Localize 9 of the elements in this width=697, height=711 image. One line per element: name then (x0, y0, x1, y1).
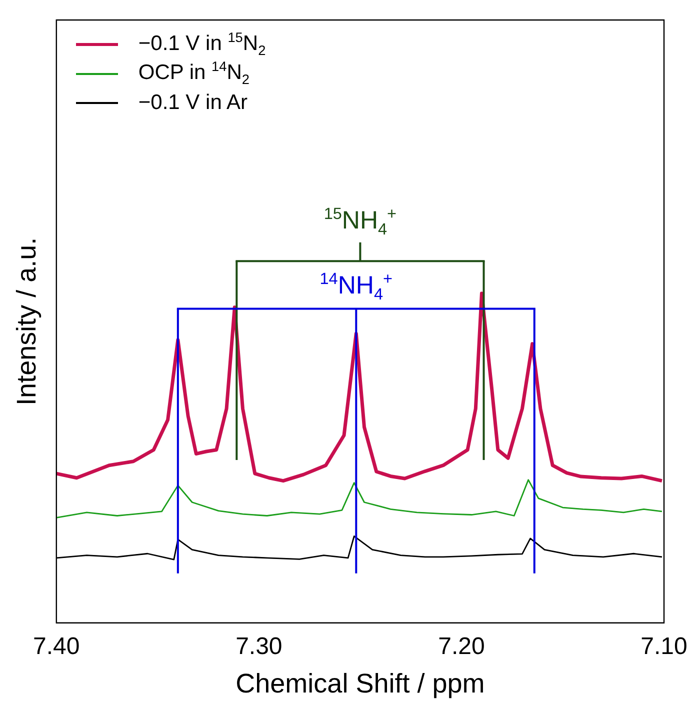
legend-label: −0.1 V in Ar (138, 91, 248, 114)
x-axis-title: Chemical Shift / ppm (236, 668, 485, 698)
legend-label: −0.1 V in $^{15}$N$_{2}$ (138, 30, 266, 58)
x-tick-label: 7.30 (236, 632, 282, 660)
x-tick-label: 7.20 (438, 632, 485, 660)
y-axis-title: Intensity / a.u. (12, 237, 42, 406)
legend-label: OCP in $^{14}$N$_{2}$ (138, 59, 250, 88)
x-tick-label: 7.40 (33, 632, 80, 660)
x-tick-label: 7.10 (640, 632, 688, 660)
